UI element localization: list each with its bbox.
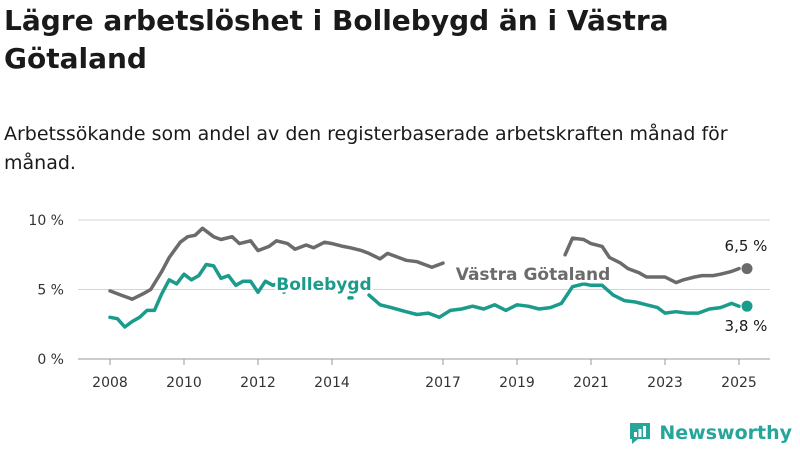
x-tick-label: 2021: [573, 375, 609, 391]
regional-series-line: [108, 226, 445, 301]
x-tick-label: 2010: [166, 375, 202, 391]
x-tick-label: 2012: [240, 375, 276, 391]
x-tick-label: 2017: [425, 375, 461, 391]
x-tick-label: 2008: [92, 375, 128, 391]
x-tick-label: 2019: [499, 375, 535, 391]
end-label-bollebygd: 3,8 %: [725, 317, 768, 335]
chart-title: Lägre arbetslöshet i Bollebygd än i Väst…: [4, 4, 669, 75]
series-label-bollebygd: Bollebygd: [276, 275, 371, 295]
regional-series-line: [563, 236, 741, 285]
local-series-line: [367, 282, 741, 320]
x-tick-label: 2025: [721, 375, 757, 391]
chart-subtitle: Arbetssökande som andel av den registerb…: [4, 123, 728, 174]
y-tick-label: 5 %: [37, 283, 64, 299]
brand-name: Newsworthy: [659, 422, 792, 444]
regional-end-point: [741, 263, 753, 275]
x-tick-label: 2014: [314, 375, 350, 391]
y-tick-label: 10 %: [28, 213, 64, 229]
local-end-point: [741, 300, 753, 312]
y-tick-label: 0 %: [37, 352, 64, 368]
local-series-line: [108, 262, 286, 329]
series-label-vastra-gotaland: Västra Götaland: [456, 265, 611, 285]
end-label-vastra-gotaland: 6,5 %: [725, 237, 768, 255]
newsworthy-logo: Newsworthy: [627, 420, 792, 446]
newsworthy-icon: [630, 423, 651, 444]
x-tick-label: 2023: [647, 375, 683, 391]
